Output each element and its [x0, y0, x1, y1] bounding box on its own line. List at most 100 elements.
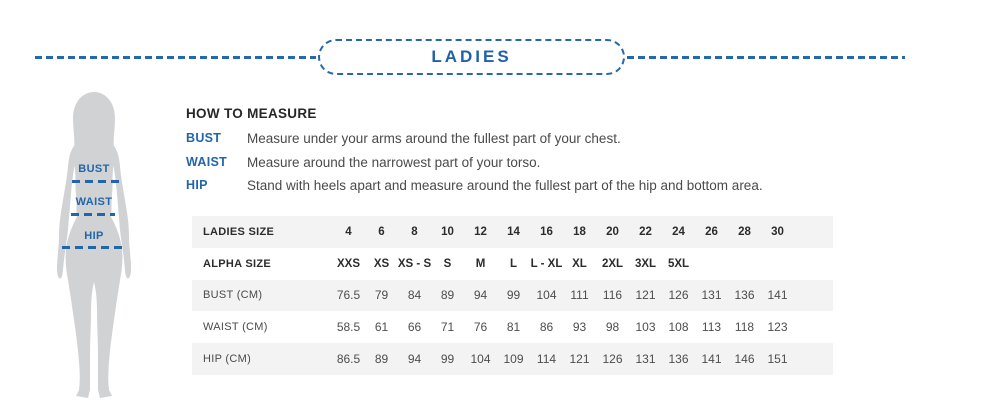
table-row-label: ALPHA SIZE: [203, 257, 271, 270]
silhouette-right-arm: [111, 144, 131, 279]
table-cell: 141: [767, 288, 788, 303]
table-cell: XXS: [336, 257, 360, 270]
table-cell: 121: [569, 352, 590, 367]
measure-instruction-text: Measure under your arms around the fulle…: [247, 131, 621, 146]
table-cell: 113: [701, 320, 722, 335]
table-cell: 94: [407, 352, 422, 367]
table-cell: 126: [668, 288, 689, 303]
table-cell: 98: [605, 320, 620, 335]
table-cell: 121: [635, 288, 656, 303]
header-dashed-rule-right: [627, 56, 905, 59]
table-cell: 131: [701, 288, 722, 303]
table-row: LADIES SIZE 4 6 8 10 12 14 16 18 20 22 24 26 28 30: [192, 216, 833, 248]
how-to-measure-title: HOW TO MEASURE: [186, 106, 317, 121]
table-cell: 8: [411, 225, 418, 238]
table-row-label: WAIST (CM): [203, 321, 268, 334]
ladies-section-pill: LADIES: [318, 39, 625, 75]
table-cell: 28: [738, 225, 751, 238]
table-cell: 89: [440, 288, 455, 303]
table-row-label: LADIES SIZE: [203, 225, 275, 238]
table-cell: 4: [345, 225, 352, 238]
table-row: HIP (CM) 86.5 89 94 99 104 109 114 121 126 131 136 1…: [192, 343, 833, 375]
table-cell: 141: [701, 352, 722, 367]
figure-hip-label: HIP: [84, 230, 104, 242]
figure-hip-dashed-line: [62, 246, 123, 249]
table-cell: 94: [473, 288, 488, 303]
section-title: LADIES: [431, 47, 512, 66]
silhouette-left-foot: [76, 390, 90, 398]
table-cell: 58.5: [336, 320, 361, 335]
table-cell: 116: [602, 288, 623, 303]
table-cell: 109: [503, 352, 524, 367]
ladies-size-table: LADIES SIZE 4 6 8 10 12 14 16 18 20 22 24 26 28 30 ALPH…: [192, 216, 833, 375]
table-cell: L - XL: [530, 257, 563, 270]
silhouette-left-arm: [57, 144, 77, 279]
table-cell: 123: [767, 320, 788, 335]
table-cell: 5XL: [667, 257, 690, 270]
table-cell: 10: [441, 225, 454, 238]
figure-bust-dashed-line: [72, 180, 119, 183]
silhouette-right-foot: [98, 390, 112, 398]
table-cell: L: [509, 257, 518, 270]
table-cell: 14: [507, 225, 520, 238]
table-cell: S: [443, 257, 452, 270]
measure-instruction-row: HIP Stand with heels apart and measure ar…: [186, 174, 886, 198]
table-cell: XL: [572, 257, 587, 270]
table-cell: XS - S: [397, 257, 432, 270]
table-cell: 79: [374, 288, 389, 303]
measure-instruction-row: WAIST Measure around the narrowest part o…: [186, 151, 886, 175]
measure-term-label: BUST: [186, 131, 222, 145]
table-cell: 136: [734, 288, 755, 303]
table-cell: 81: [506, 320, 521, 335]
table-cell: 2XL: [601, 257, 624, 270]
figure-waist-label: WAIST: [75, 196, 113, 208]
table-cell: 26: [705, 225, 718, 238]
table-cell: 136: [668, 352, 689, 367]
table-cell: 3XL: [634, 257, 657, 270]
table-cell: 104: [470, 352, 491, 367]
table-cell: 93: [572, 320, 587, 335]
table-cell: 86.5: [336, 352, 361, 367]
table-cell: 20: [606, 225, 619, 238]
table-cell: 103: [635, 320, 656, 335]
table-row: WAIST (CM) 58.5 61 66 71 76 81 86 93 98 103 108 113 1…: [192, 311, 833, 344]
table-cell: 30: [771, 225, 784, 238]
table-cell: 99: [506, 288, 521, 303]
table-row: BUST (CM) 76.5 79 84 89 94 99 104 111 116 121 126 13…: [192, 279, 833, 312]
table-cell: 66: [407, 320, 422, 335]
measure-instruction-text: Measure around the narrowest part of you…: [247, 154, 541, 170]
table-cell: 104: [536, 288, 557, 303]
table-cell: 118: [734, 320, 755, 335]
table-cell: 61: [374, 320, 389, 335]
silhouette-body: [65, 130, 123, 390]
table-cell: 76.5: [336, 288, 361, 303]
table-cell: 86: [539, 320, 554, 335]
table-cell: 12: [474, 225, 487, 238]
measure-instruction-row: BUST Measure under your arms around the f…: [186, 127, 886, 151]
how-to-measure-list: BUST Measure under your arms around the f…: [186, 127, 886, 198]
table-cell: 16: [540, 225, 553, 238]
table-cell: M: [475, 257, 486, 270]
silhouette-hair: [73, 92, 115, 156]
table-cell: 126: [602, 352, 623, 367]
measure-term-label: WAIST: [186, 154, 228, 169]
table-row-label: HIP (CM): [203, 353, 252, 366]
table-cell: 108: [668, 320, 689, 335]
table-cell: 146: [734, 352, 755, 367]
table-cell: 131: [635, 352, 656, 367]
female-silhouette-image: [57, 92, 131, 398]
how-to-measure-section: HOW TO MEASURE BUST Measure under your ar…: [186, 106, 886, 198]
table-cell: 111: [570, 288, 589, 303]
table-cell: 84: [407, 288, 422, 303]
table-cell: 151: [767, 352, 788, 367]
figure-bust-label: BUST: [78, 163, 110, 175]
table-cell: XS: [373, 257, 390, 270]
table-cell: 76: [473, 320, 488, 335]
table-cell: 114: [536, 352, 557, 367]
table-cell: 89: [374, 352, 389, 367]
table-cell: 99: [440, 352, 455, 367]
measure-term-label: HIP: [186, 178, 208, 192]
table-cell: 18: [573, 225, 586, 238]
header-dashed-rule-left: [35, 56, 316, 59]
table-cell: 6: [378, 225, 385, 238]
